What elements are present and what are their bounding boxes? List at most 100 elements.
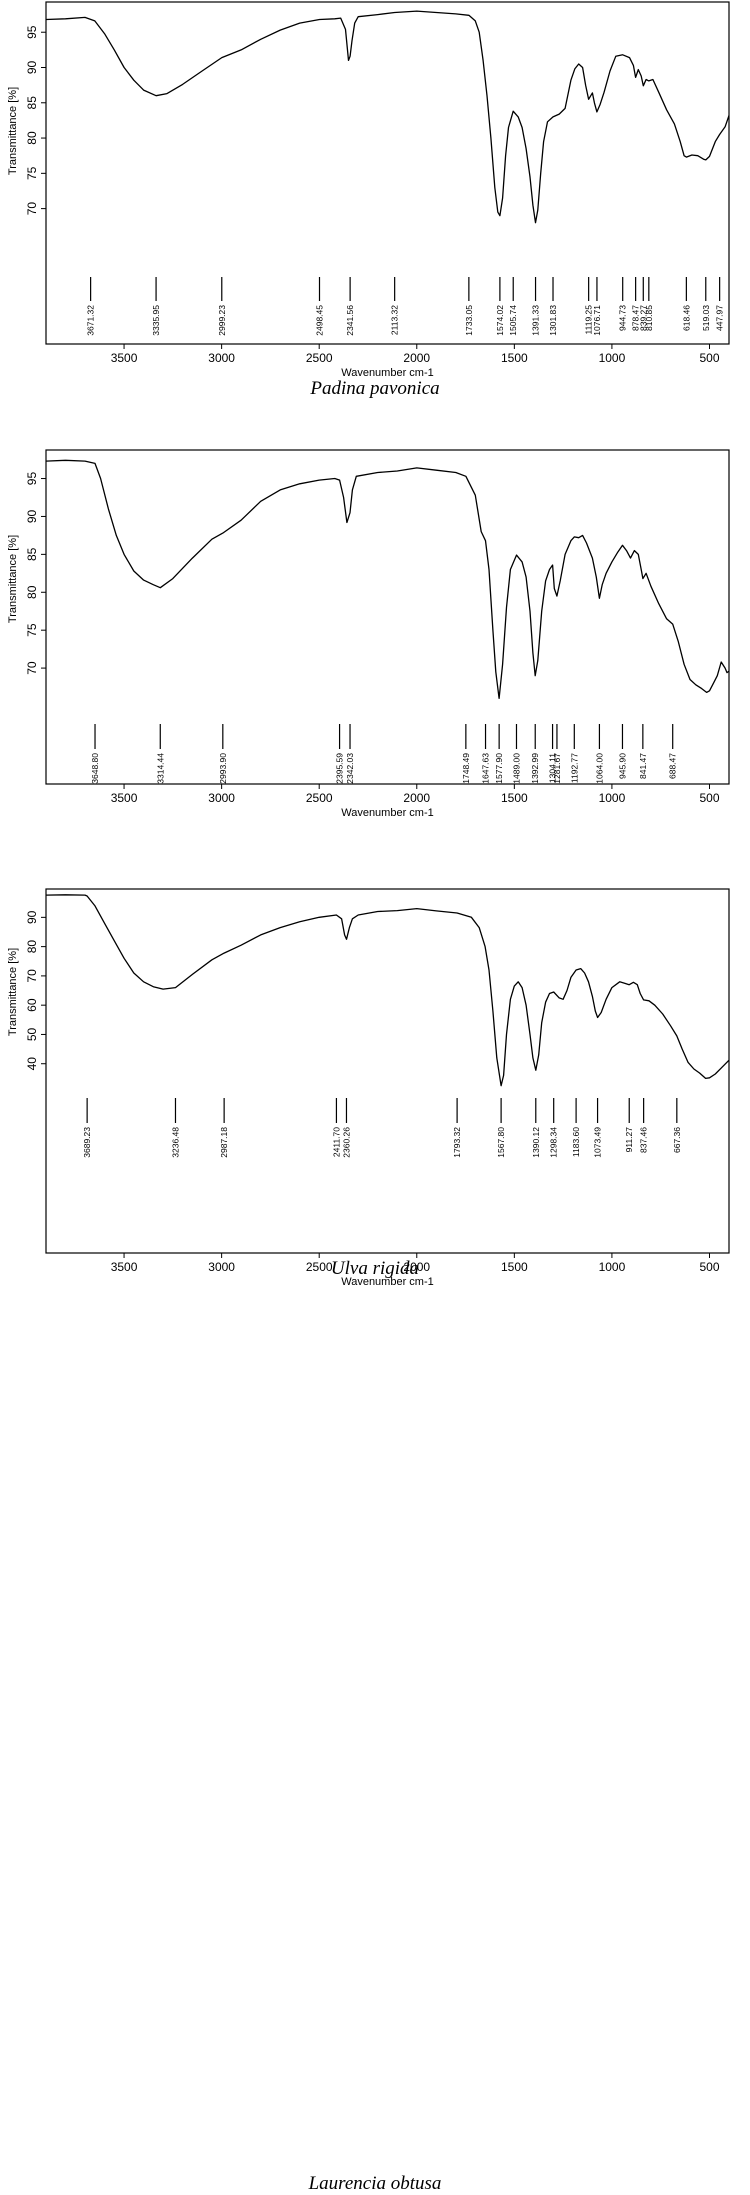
ftir-chart-ulva: 70 75 80 85 90 95 Transmittance [%] 3500 3000 250… (0, 440, 750, 1279)
ftir-chart-padina: 70 75 80 85 90 95 Transmittance [%] 3500 3000 250… (0, 0, 750, 410)
x-tick-label: 2000 (403, 351, 430, 365)
y-tick-label: 80 (25, 131, 39, 145)
peak-label: 945.90 (617, 753, 627, 779)
y-tick-label: 90 (25, 61, 39, 75)
y-tick-label: 70 (25, 661, 39, 675)
x-axis-label: Wavenumber cm-1 (341, 1276, 434, 1288)
peak-label: 2999.23 (217, 305, 227, 336)
peak-label: 2341.56 (345, 305, 355, 336)
peak-label: 1073.49 (593, 1127, 603, 1158)
plot-frame (45, 888, 730, 1254)
y-tick-label: 40 (25, 1057, 39, 1071)
peak-label: 837.46 (639, 1127, 649, 1153)
plot-frame (45, 449, 730, 785)
chart-canvas: 40 50 60 70 80 90 Transmittance [%] 3500 3000 250… (7, 888, 730, 1288)
x-tick-label: 1500 (501, 1260, 528, 1274)
peak-label: 944.73 (618, 305, 628, 331)
x-tick-label: 1000 (599, 1260, 626, 1274)
peak-label: 2498.45 (315, 305, 325, 336)
peak-label: 3689.23 (82, 1127, 92, 1158)
peak-label: 1489.00 (511, 753, 521, 784)
x-tick-label: 500 (699, 1260, 719, 1274)
x-tick-label: 3500 (111, 1260, 138, 1274)
peak-label: 1390.12 (531, 1127, 541, 1158)
x-tick-label: 3000 (208, 351, 235, 365)
peak-label: 1119.25 (584, 305, 594, 335)
chart-caption: Padina pavonica (310, 378, 440, 399)
ftir-chart-laurencia: 40 50 60 70 80 90 Transmittance [%] 3500 3000 250… (0, 880, 750, 2194)
peak-label: 878.47 (631, 305, 641, 331)
peak-label: 3236.48 (170, 1127, 180, 1158)
peak-label: 1733.05 (464, 305, 474, 336)
chart-canvas: 70 75 80 85 90 95 Transmittance [%] 3500 3000 250… (7, 1, 730, 378)
x-tick-label: 2500 (306, 791, 333, 805)
peak-label: 911.27 (624, 1127, 634, 1153)
peak-label: 1298.34 (549, 1127, 559, 1158)
peak-label: 1647.63 (481, 753, 491, 784)
peak-label: 1281.67 (552, 753, 562, 784)
peak-label: 519.03 (701, 305, 711, 331)
x-tick-label: 3000 (208, 791, 235, 805)
x-tick-label: 1000 (599, 791, 626, 805)
peak-label: 1574.02 (495, 305, 505, 336)
peak-label: 2395.59 (335, 753, 345, 784)
x-axis-label: Wavenumber cm-1 (341, 807, 434, 818)
x-axis-label: Wavenumber cm-1 (341, 367, 434, 378)
peak-label: 2360.26 (341, 1127, 351, 1158)
y-tick-label: 70 (25, 969, 39, 983)
peak-label: 1577.90 (494, 753, 504, 784)
peak-label: 2113.32 (390, 305, 400, 335)
y-tick-label: 95 (25, 472, 39, 486)
spectrum-line (46, 10, 729, 224)
y-tick-label: 95 (25, 25, 39, 39)
y-axis-label: Transmittance [%] (7, 948, 19, 1036)
peak-label: 1301.83 (548, 305, 558, 336)
y-tick-label: 80 (25, 585, 39, 599)
peak-label: 688.47 (668, 753, 678, 779)
spectrum-line (46, 459, 729, 700)
y-tick-label: 75 (25, 623, 39, 637)
peak-label: 3671.32 (86, 305, 96, 336)
peak-label: 2993.90 (218, 753, 228, 784)
x-tick-label: 1500 (501, 791, 528, 805)
y-tick-label: 90 (25, 910, 39, 924)
peak-label: 618.46 (681, 305, 691, 331)
peak-label: 1392.99 (530, 753, 540, 784)
peak-label: 1748.49 (461, 753, 471, 784)
spectrum-line (46, 894, 729, 1087)
y-tick-label: 85 (25, 96, 39, 110)
plot-frame (45, 1, 730, 345)
x-tick-label: 3000 (208, 1260, 235, 1274)
peak-label: 2411.70 (331, 1127, 341, 1157)
x-tick-label: 2500 (306, 1260, 333, 1274)
peak-label: 1793.32 (452, 1127, 462, 1158)
peak-label: 3335.95 (151, 305, 161, 336)
x-tick-label: 1500 (501, 351, 528, 365)
peak-label: 810.85 (644, 305, 654, 331)
peak-label: 1076.71 (592, 305, 602, 336)
y-tick-label: 80 (25, 940, 39, 954)
x-tick-label: 500 (699, 791, 719, 805)
chart-caption: Ulva rigida (330, 1258, 420, 1279)
y-axis-label: Transmittance [%] (7, 87, 19, 175)
chart-caption: Laurencia obtusa (308, 2173, 442, 2194)
y-tick-label: 90 (25, 509, 39, 523)
peak-label: 2342.03 (345, 753, 355, 784)
y-tick-label: 50 (25, 1027, 39, 1041)
peak-label: 839.27 (638, 305, 648, 331)
peak-label: 1064.00 (594, 753, 604, 784)
x-tick-label: 500 (699, 351, 719, 365)
y-tick-label: 75 (25, 166, 39, 180)
chart-canvas: 70 75 80 85 90 95 Transmittance [%] 3500 3000 250… (7, 449, 730, 818)
peak-label: 1192.77 (569, 753, 579, 783)
peak-label: 2987.18 (219, 1127, 229, 1158)
peak-label: 3648.80 (90, 753, 100, 784)
x-tick-label: 3500 (111, 791, 138, 805)
peak-label: 841.47 (638, 753, 648, 779)
peak-label: 667.36 (672, 1127, 682, 1153)
peak-label: 1304.11 (548, 753, 558, 783)
peak-label: 1391.33 (531, 305, 541, 336)
x-tick-label: 2000 (403, 791, 430, 805)
x-tick-label: 2500 (306, 351, 333, 365)
x-tick-label: 3500 (111, 351, 138, 365)
